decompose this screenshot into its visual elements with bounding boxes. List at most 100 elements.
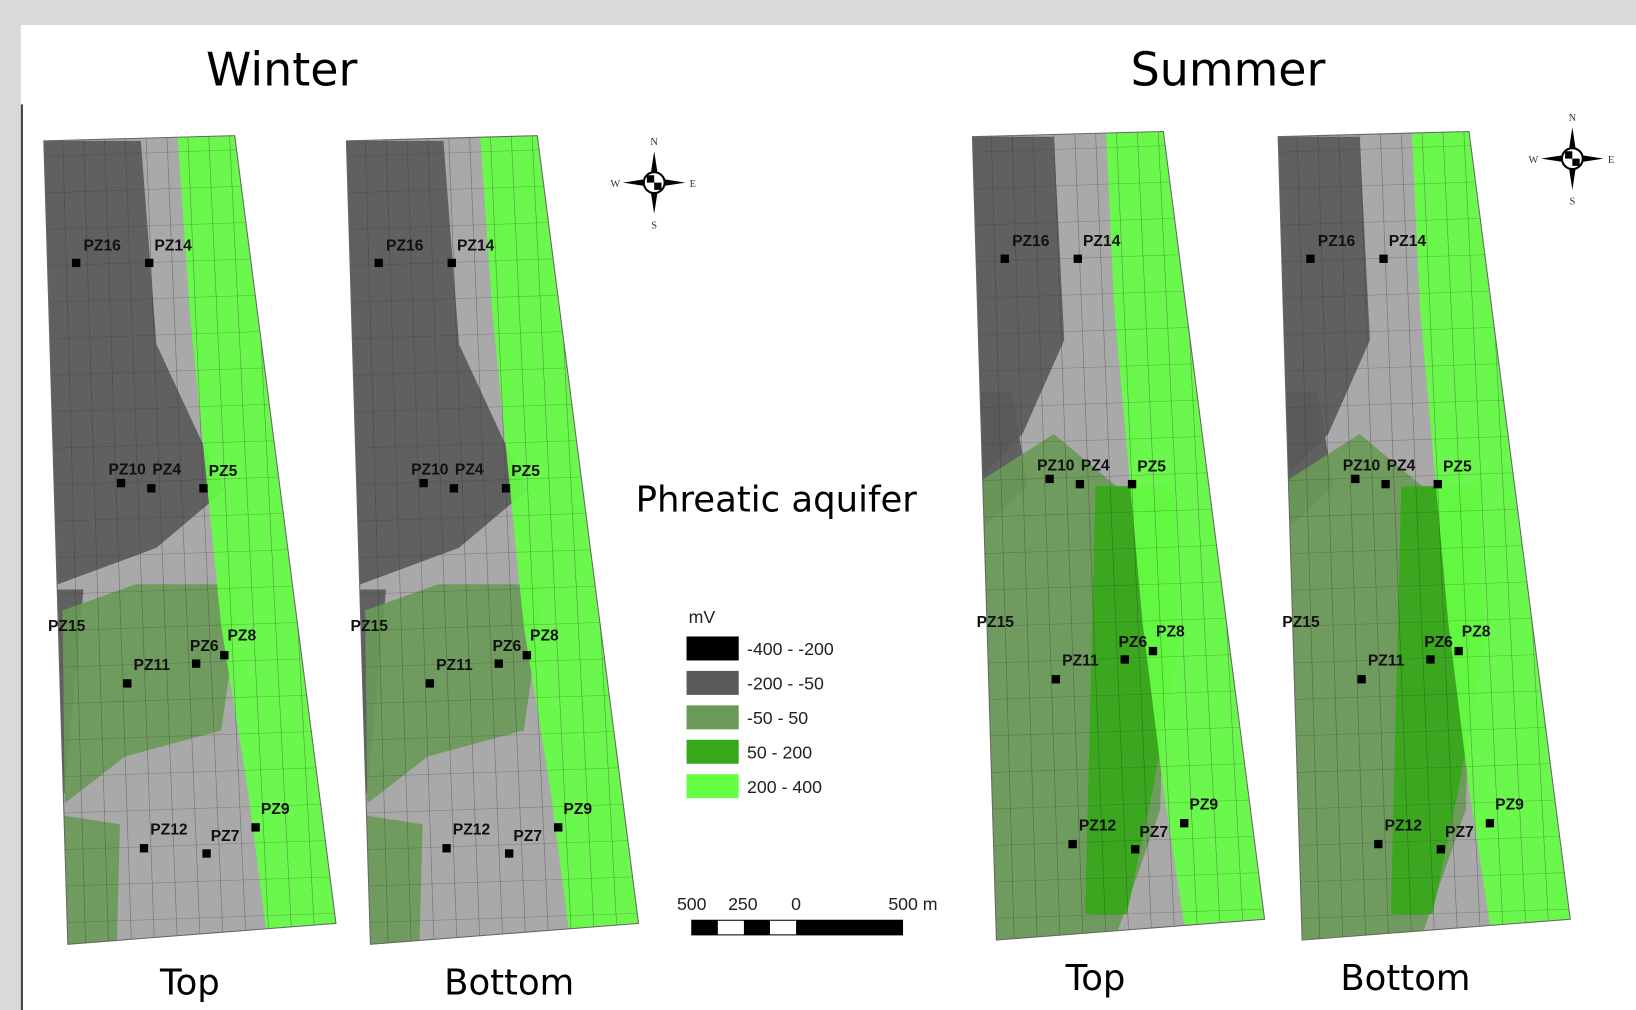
season-title: Summer xyxy=(1131,43,1326,97)
compass-w: W xyxy=(1529,155,1539,166)
scale-label: 250 xyxy=(728,894,758,914)
piezometer-label: PZ7 xyxy=(211,828,240,845)
piezometer-marker xyxy=(1074,255,1082,263)
piezometer-label: PZ12 xyxy=(1385,818,1423,835)
piezometer-marker xyxy=(1426,655,1434,663)
panel-label: Bottom xyxy=(1340,958,1470,999)
piezometer-label: PZ4 xyxy=(152,462,181,479)
piezometer-label: PZ16 xyxy=(1318,233,1356,250)
piezometer-label: PZ8 xyxy=(1156,623,1185,640)
piezometer-marker xyxy=(523,651,531,659)
panel-label: Bottom xyxy=(444,962,574,1003)
scale-label: 500 m xyxy=(888,894,937,914)
legend-label: 200 - 400 xyxy=(747,777,822,797)
piezometer-marker xyxy=(1486,819,1494,827)
legend-label: -400 - -200 xyxy=(747,639,834,659)
piezometer-label: PZ9 xyxy=(261,801,290,818)
panel-label: Top xyxy=(1065,958,1126,999)
piezometer-label: PZ15 xyxy=(48,618,86,635)
piezometer-marker xyxy=(140,844,148,852)
piezometer-label: PZ12 xyxy=(453,822,491,839)
piezometer-label: PZ6 xyxy=(1118,634,1147,651)
piezometer-label: PZ16 xyxy=(83,237,121,254)
legend-swatch xyxy=(687,740,739,764)
panel-label: Top xyxy=(159,962,220,1003)
piezometer-label: PZ14 xyxy=(457,237,495,254)
piezometer-marker xyxy=(448,259,456,267)
scale-label: 0 xyxy=(791,894,801,914)
season-title: Winter xyxy=(206,43,357,97)
piezometer-marker xyxy=(147,484,155,492)
compass-n: N xyxy=(1569,113,1577,124)
piezometer-marker xyxy=(419,479,427,487)
center-label: Phreatic aquifer xyxy=(636,479,918,520)
piezometer-marker xyxy=(251,823,259,831)
piezometer-label: PZ10 xyxy=(1343,458,1381,475)
piezometer-label: PZ5 xyxy=(511,463,540,480)
piezometer-marker xyxy=(199,484,207,492)
piezometer-marker xyxy=(554,823,562,831)
piezometer-marker xyxy=(426,679,434,687)
compass-w: W xyxy=(610,179,620,190)
scale-segment xyxy=(744,920,770,935)
scale-segment xyxy=(692,920,718,935)
piezometer-label: PZ8 xyxy=(530,628,559,645)
legend-swatch xyxy=(687,774,739,798)
legend-label: 50 - 200 xyxy=(747,743,812,763)
piezometer-marker xyxy=(442,844,450,852)
piezometer-label: PZ10 xyxy=(1037,458,1075,475)
piezometer-label: PZ11 xyxy=(134,657,171,674)
scale-segment xyxy=(796,920,902,935)
piezometer-label: PZ10 xyxy=(411,462,449,479)
scale-label: 500 xyxy=(677,894,707,914)
piezometer-label: PZ15 xyxy=(977,614,1015,631)
piezometer-label: PZ6 xyxy=(1424,634,1453,651)
legend-unit: mV xyxy=(689,607,716,627)
piezometer-marker xyxy=(1381,480,1389,488)
legend-swatch xyxy=(687,705,739,729)
piezometer-marker xyxy=(450,484,458,492)
legend-label: -200 - -50 xyxy=(747,674,824,694)
piezometer-marker xyxy=(202,849,210,857)
piezometer-marker xyxy=(192,659,200,667)
piezometer-label: PZ14 xyxy=(1389,233,1427,250)
piezometer-label: PZ5 xyxy=(1443,459,1472,476)
piezometer-marker xyxy=(1437,845,1445,853)
piezometer-label: PZ8 xyxy=(227,628,256,645)
piezometer-label: PZ15 xyxy=(351,618,389,635)
piezometer-marker xyxy=(505,849,513,857)
piezometer-marker xyxy=(495,659,503,667)
piezometer-label: PZ8 xyxy=(1462,623,1491,640)
piezometer-marker xyxy=(1052,675,1060,683)
piezometer-label: PZ7 xyxy=(1445,824,1474,841)
piezometer-marker xyxy=(1076,480,1084,488)
piezometer-label: PZ4 xyxy=(455,462,484,479)
legend-label: -50 - 50 xyxy=(747,708,808,728)
piezometer-marker xyxy=(72,259,80,267)
piezometer-label: PZ9 xyxy=(1495,797,1524,814)
piezometer-label: PZ9 xyxy=(563,801,592,818)
piezometer-label: PZ16 xyxy=(1012,233,1050,250)
legend-swatch xyxy=(687,636,739,660)
piezometer-label: PZ7 xyxy=(513,828,542,845)
piezometer-marker xyxy=(1379,255,1387,263)
piezometer-label: PZ4 xyxy=(1387,458,1416,475)
piezometer-label: PZ11 xyxy=(1062,653,1099,670)
piezometer-marker xyxy=(145,259,153,267)
piezometer-marker xyxy=(1131,845,1139,853)
piezometer-marker xyxy=(1121,655,1129,663)
piezometer-label: PZ14 xyxy=(1083,233,1121,250)
piezometer-marker xyxy=(220,651,228,659)
piezometer-label: PZ7 xyxy=(1139,824,1168,841)
piezometer-marker xyxy=(1149,647,1157,655)
piezometer-label: PZ15 xyxy=(1282,614,1320,631)
piezometer-label: PZ4 xyxy=(1081,458,1110,475)
legend-swatch xyxy=(687,671,739,695)
piezometer-marker xyxy=(1434,480,1442,488)
piezometer-marker xyxy=(1068,840,1076,848)
page: {"titles": {"winter": "Winter", "summer"… xyxy=(0,0,1636,1010)
piezometer-marker xyxy=(375,259,383,267)
piezometer-marker xyxy=(1045,475,1053,483)
piezometer-marker xyxy=(1374,840,1382,848)
piezometer-label: PZ5 xyxy=(209,463,238,480)
